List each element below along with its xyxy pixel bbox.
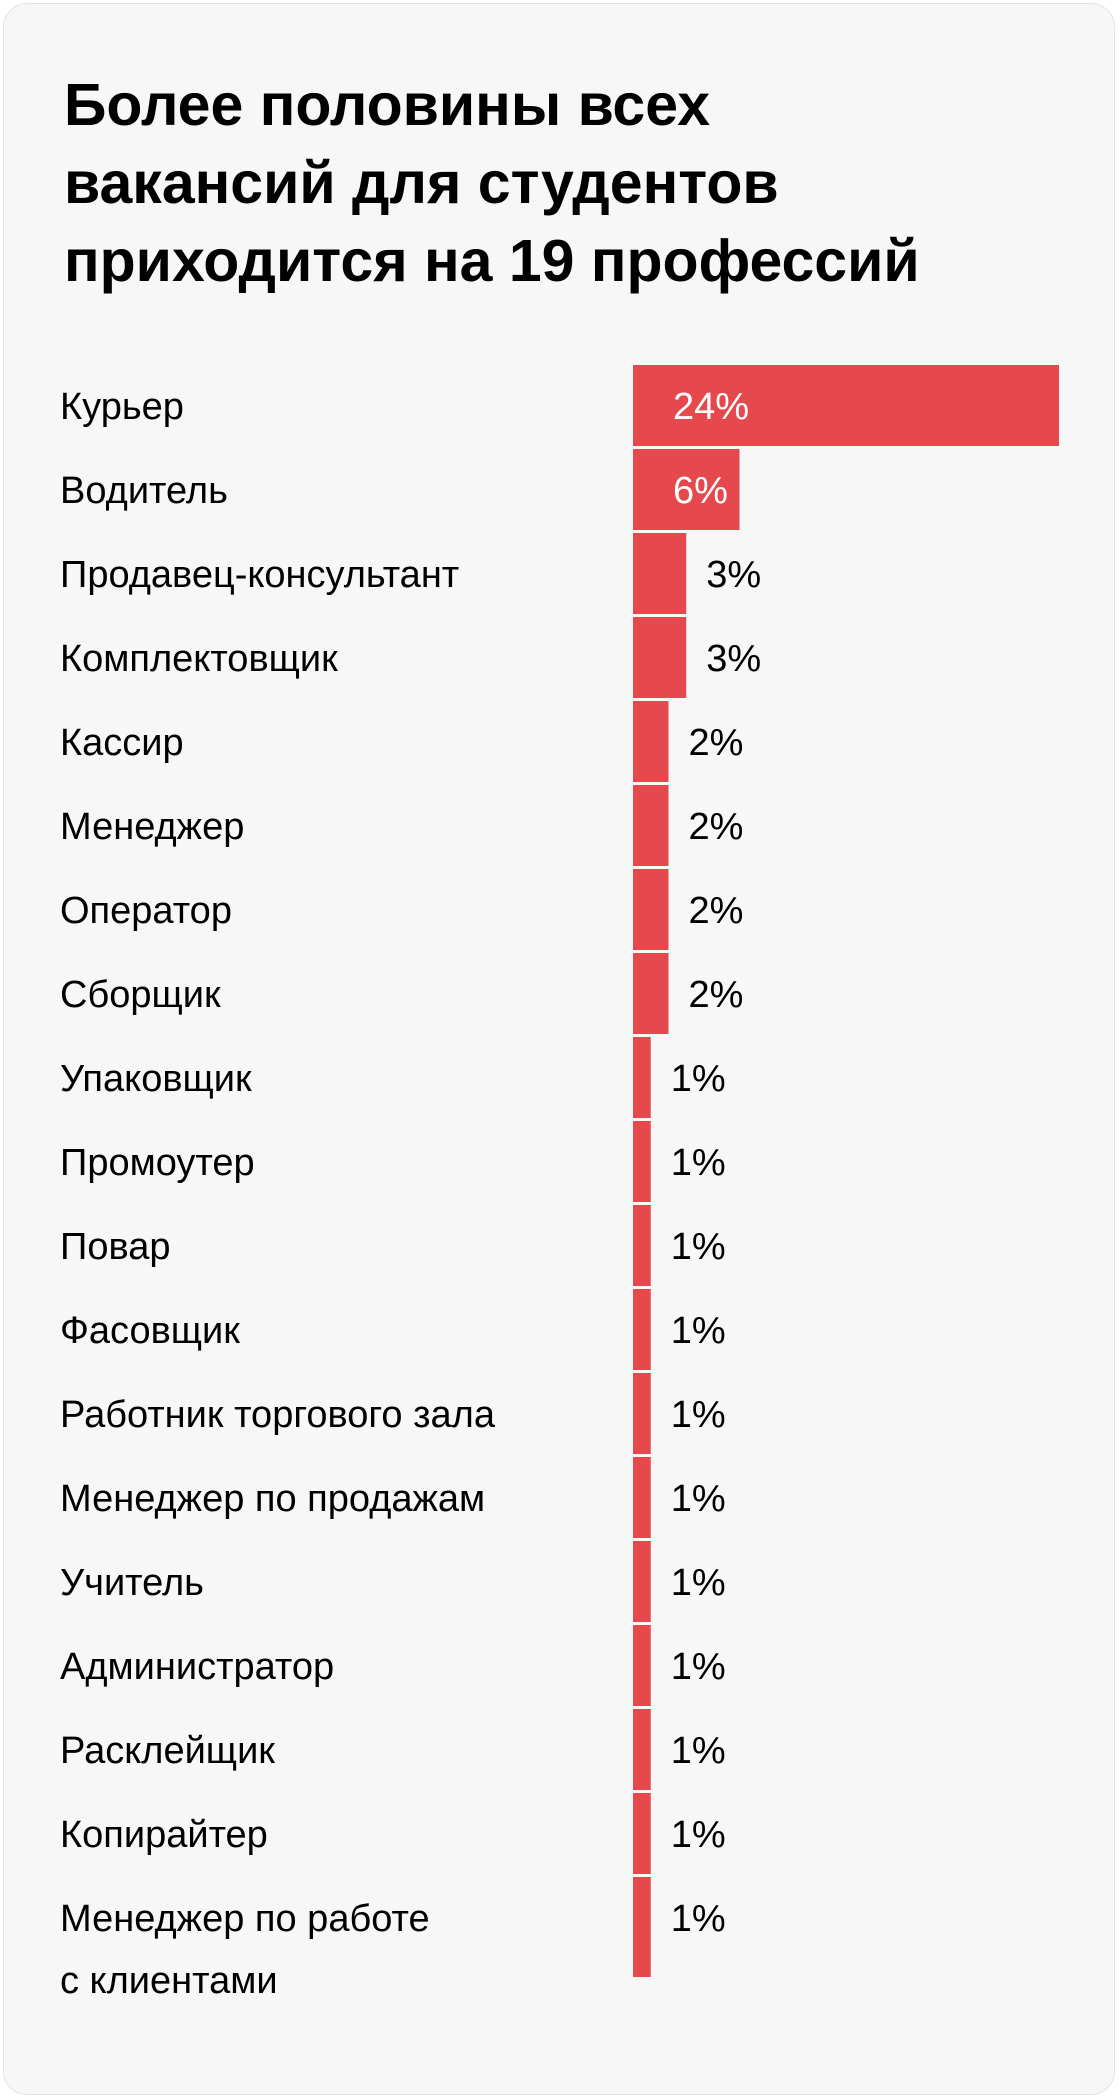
category-label: Фасовщик — [60, 1310, 240, 1352]
value-label: 1% — [671, 1058, 726, 1100]
bar — [633, 1457, 651, 1538]
value-label: 2% — [689, 890, 744, 932]
value-label: 1% — [671, 1142, 726, 1184]
value-label: 1% — [671, 1226, 726, 1268]
value-label: 3% — [706, 554, 761, 596]
category-label: Менеджер по продажам — [60, 1478, 485, 1520]
category-label: Оператор — [60, 890, 232, 932]
bar — [633, 1625, 651, 1706]
bar — [633, 1541, 651, 1622]
bar — [633, 1289, 651, 1370]
category-label: Администратор — [60, 1646, 334, 1688]
bar — [633, 1793, 651, 1874]
bar — [633, 1037, 651, 1118]
bar — [633, 953, 669, 1034]
bar — [633, 1373, 651, 1454]
bar — [633, 1121, 651, 1202]
category-label: Менеджер по работе с клиентами — [60, 1898, 430, 2002]
value-label: 1% — [671, 1562, 726, 1604]
bar — [633, 617, 687, 698]
value-label: 1% — [671, 1730, 726, 1772]
bar — [633, 1205, 651, 1286]
value-label: 1% — [671, 1310, 726, 1352]
bar — [633, 1877, 651, 1977]
chart-card: Более половины всех вакансий для студент… — [3, 3, 1115, 2095]
category-label: Комплектовщик — [60, 638, 338, 680]
bar — [633, 533, 687, 614]
category-label: Менеджер — [60, 806, 244, 848]
value-label: 2% — [689, 722, 744, 764]
category-label: Водитель — [60, 470, 228, 512]
category-label: Расклейщик — [60, 1730, 275, 1772]
category-label: Продавец-консультант — [60, 554, 459, 596]
category-label: Работник торгового зала — [60, 1394, 496, 1436]
bar — [633, 449, 740, 530]
value-label: 2% — [689, 974, 744, 1016]
bar — [633, 1709, 651, 1790]
category-label: Сборщик — [60, 974, 221, 1016]
value-label: 2% — [689, 806, 744, 848]
category-label: Упаковщик — [60, 1058, 252, 1100]
category-label: Повар — [60, 1226, 170, 1268]
bar — [633, 365, 1059, 446]
category-label: Кассир — [60, 722, 184, 764]
value-label: 24% — [673, 386, 749, 428]
bar — [633, 869, 669, 950]
category-label: Копирайтер — [60, 1814, 268, 1856]
category-label: Учитель — [60, 1562, 204, 1604]
bar — [633, 701, 669, 782]
category-label: Курьер — [60, 386, 184, 428]
value-label: 3% — [706, 638, 761, 680]
chart-title: Более половины всех вакансий для студент… — [64, 72, 920, 294]
value-label: 1% — [671, 1478, 726, 1520]
value-label: 1% — [671, 1814, 726, 1856]
value-label: 6% — [673, 470, 728, 512]
bar — [633, 785, 669, 866]
category-label: Промоутер — [60, 1142, 255, 1184]
value-label: 1% — [671, 1646, 726, 1688]
value-label: 1% — [671, 1898, 726, 1940]
value-label: 1% — [671, 1394, 726, 1436]
